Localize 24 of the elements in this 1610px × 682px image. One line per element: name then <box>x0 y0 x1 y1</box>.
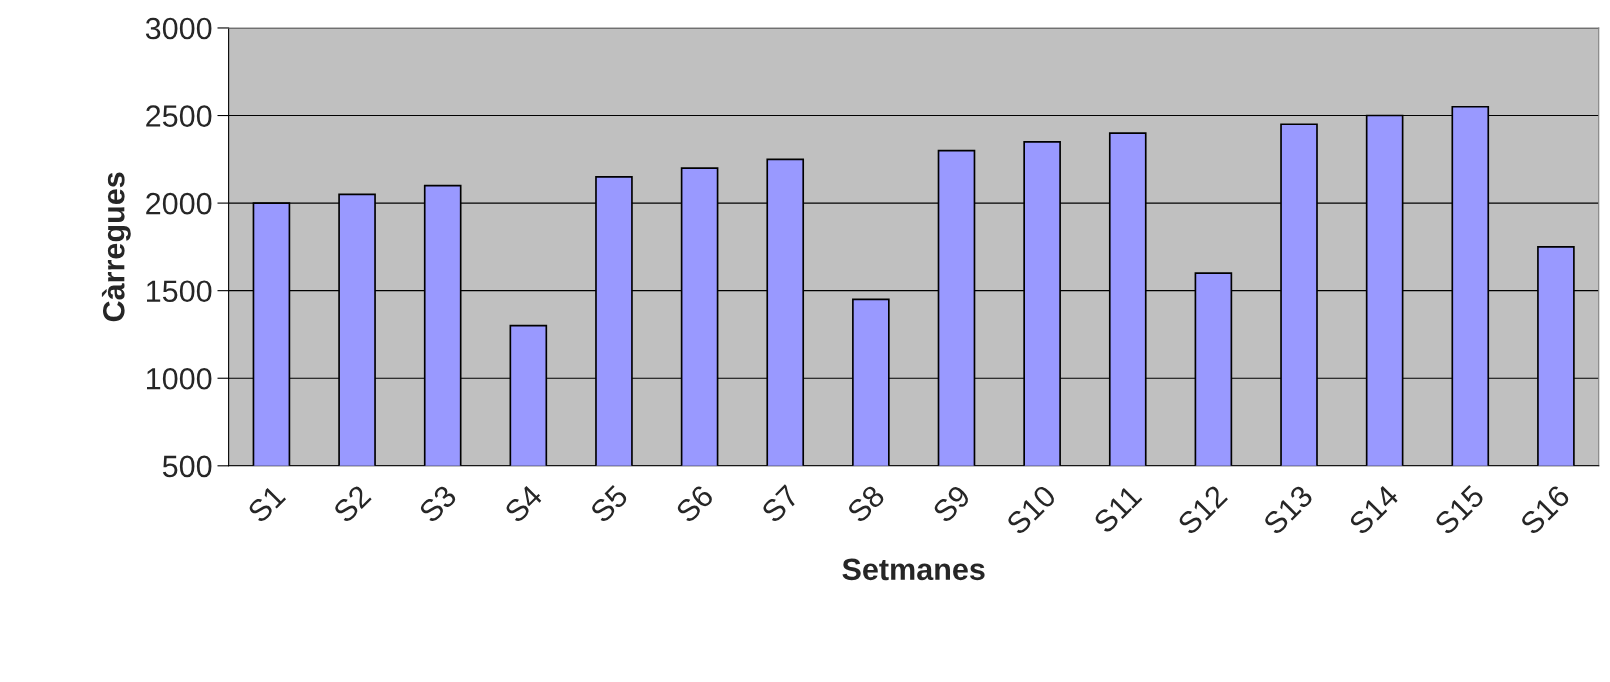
x-tick-label: S1 <box>246 484 287 524</box>
y-axis-title: Càrregues <box>101 172 131 322</box>
x-tick-label: S15 <box>1433 483 1486 536</box>
x-tick-label: S7 <box>760 484 801 524</box>
x-tick-label: S13 <box>1262 483 1314 536</box>
y-tick-label: 1000 <box>147 367 212 390</box>
x-tick-label: S12 <box>1176 484 1229 536</box>
y-tick-label: 1500 <box>147 280 212 303</box>
y-tick-label: 3000 <box>145 17 212 40</box>
x-tick-label: S10 <box>1005 483 1058 536</box>
y-tick-label: 500 <box>162 455 212 478</box>
y-tick-label: 2500 <box>146 105 212 127</box>
x-tick-label: S16 <box>1519 483 1571 536</box>
x-tick-label: S4 <box>503 483 544 524</box>
x-axis-title: Setmanes <box>842 558 985 581</box>
y-tick-label: 2000 <box>146 192 212 215</box>
x-tick-label: S11 <box>1092 484 1143 535</box>
x-tick-label: S14 <box>1347 483 1400 536</box>
x-tick-label: S9 <box>931 484 972 524</box>
x-tick-label: S8 <box>845 483 886 524</box>
x-tick-label: S3 <box>417 483 458 524</box>
x-tick-label: S2 <box>332 484 372 524</box>
x-tick-label: S5 <box>589 483 629 524</box>
x-tick-label: S6 <box>674 483 715 524</box>
